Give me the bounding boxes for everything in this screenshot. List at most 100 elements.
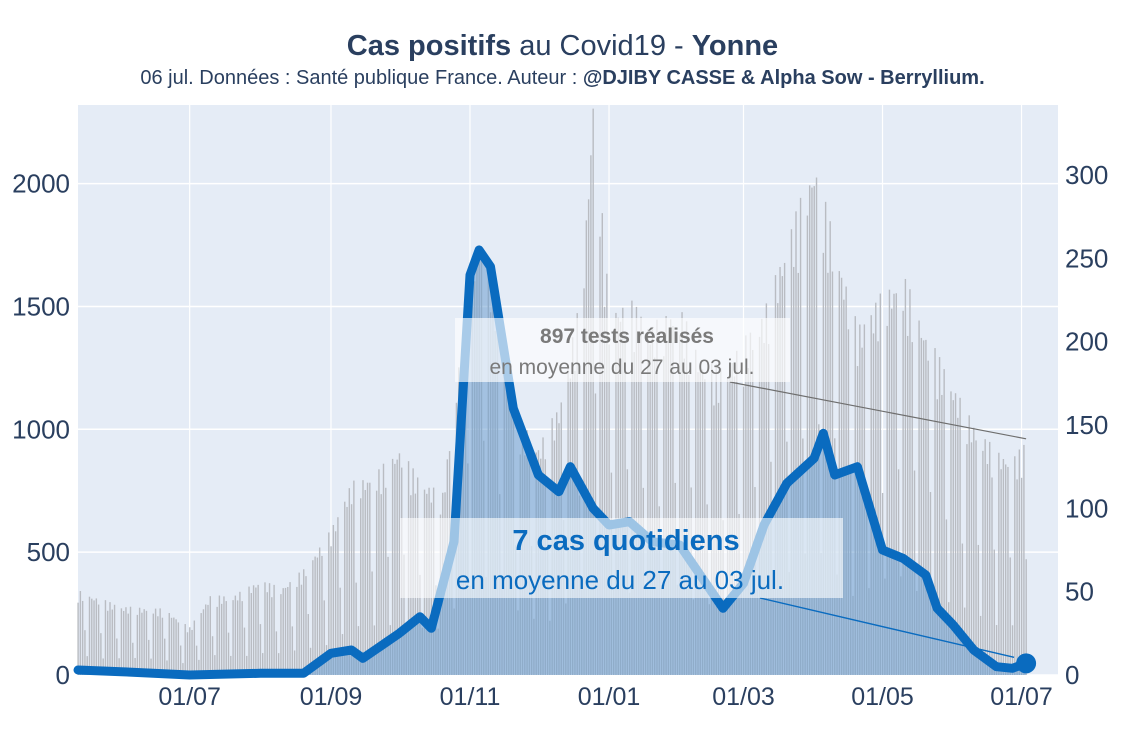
tests-bar: [1018, 449, 1021, 675]
y-right-tick-label: 300: [1065, 160, 1108, 190]
tests-bar: [309, 647, 312, 675]
tests-bar: [257, 584, 259, 675]
tests-bar: [81, 600, 84, 675]
tests-bar: [143, 609, 145, 675]
tests-bar: [619, 321, 622, 675]
tests-bar: [255, 587, 257, 675]
tests-bar: [936, 399, 939, 675]
tests-bar: [872, 333, 875, 675]
tests-bar: [227, 632, 230, 675]
tests-bar: [669, 319, 672, 675]
tests-bar: [243, 627, 246, 675]
tests-bar: [360, 498, 362, 675]
cases-annotation-subtitle: en moyenne du 27 au 03 jul.: [456, 565, 784, 595]
tests-bar: [950, 391, 952, 675]
tests-bar: [266, 592, 268, 675]
y-left-tick-label: 0: [56, 660, 70, 690]
x-axis: 01/07 01/09 01/11 01/01 01/03 01/05 01/07: [158, 683, 1052, 711]
y-right-tick-label: 250: [1065, 243, 1108, 273]
x-tick-label: 01/09: [300, 683, 363, 711]
tests-bar: [209, 596, 211, 675]
tests-bar: [371, 571, 373, 675]
tests-bar: [749, 332, 752, 675]
tests-bar: [777, 303, 779, 675]
tests-bar: [323, 600, 325, 675]
tests-annotation-leader: [729, 381, 1027, 440]
tests-bar: [175, 619, 177, 675]
tests-bar: [1004, 464, 1007, 675]
tests-bar: [1016, 479, 1018, 675]
tests-bar: [954, 393, 957, 675]
tests-bar: [88, 596, 91, 675]
tests-bar: [995, 625, 998, 675]
tests-bar: [296, 586, 298, 675]
tests-bar: [145, 610, 148, 675]
tests-bar: [382, 463, 385, 675]
right-axis: 0 50 100 150 200 250 300: [1065, 160, 1108, 690]
tests-bar: [202, 609, 205, 675]
tests-bar: [234, 595, 237, 675]
tests-bar: [353, 480, 355, 675]
tests-bar: [100, 633, 102, 675]
tests-bar: [321, 555, 323, 675]
tests-bar: [97, 604, 100, 675]
tests-bar: [334, 531, 337, 675]
y-right-tick-label: 100: [1065, 493, 1108, 523]
tests-bar: [230, 655, 232, 675]
tests-bar: [264, 582, 266, 675]
tests-bar: [136, 614, 139, 675]
tests-bar: [667, 340, 670, 675]
tests-bar: [314, 556, 316, 675]
tests-bar: [150, 658, 152, 675]
tests-bar: [232, 600, 234, 675]
tests-bar: [303, 569, 305, 675]
cases-annotation-box: [400, 518, 843, 598]
tests-bar: [877, 341, 879, 675]
tests-bar: [378, 469, 380, 675]
tests-bar: [1007, 466, 1009, 675]
tests-bar: [649, 344, 651, 675]
tests-bar: [920, 337, 923, 675]
tests-bar: [369, 482, 371, 675]
tests-bar: [583, 288, 585, 675]
tests-bar: [312, 560, 314, 675]
tests-bar: [282, 588, 284, 675]
title-middle-part: au Covid19 -: [511, 30, 692, 62]
tests-bar: [104, 600, 107, 675]
tests-bar: [179, 645, 182, 675]
tests-bar: [1020, 477, 1023, 675]
tests-bar: [291, 626, 294, 675]
tests-bar: [968, 415, 970, 675]
y-right-tick-label: 50: [1065, 577, 1094, 607]
tests-bar: [168, 612, 170, 675]
tests-bar: [118, 658, 120, 675]
cases-annotation-title: 7 cas quotidiens: [512, 525, 739, 557]
tests-bar: [122, 610, 125, 675]
tests-bar: [651, 326, 654, 675]
tests-bar: [795, 211, 797, 675]
title-region: Yonne: [691, 30, 779, 62]
x-tick-label: 01/05: [851, 683, 914, 711]
tests-bar: [157, 616, 159, 675]
tests-bar: [763, 342, 765, 675]
tests-bar: [391, 458, 394, 675]
tests-bar: [184, 624, 186, 675]
tests-bar: [198, 659, 200, 675]
tests-bar: [330, 546, 332, 675]
tests-bar: [164, 638, 166, 675]
tests-bar: [205, 604, 207, 675]
tests-bar: [909, 289, 911, 675]
tests-bar: [959, 397, 961, 675]
tests-bar: [170, 617, 173, 675]
tests-bar: [624, 333, 626, 675]
tests-bar: [284, 587, 287, 675]
tests-bar: [350, 504, 353, 675]
tests-bar: [300, 584, 303, 675]
tests-bar: [177, 622, 180, 675]
tests-bar: [813, 186, 815, 675]
tests-bar: [695, 349, 697, 675]
tests-bar: [638, 342, 640, 675]
tests-bar: [387, 556, 389, 675]
tests-bar: [95, 598, 98, 675]
tests-bar: [93, 600, 95, 675]
